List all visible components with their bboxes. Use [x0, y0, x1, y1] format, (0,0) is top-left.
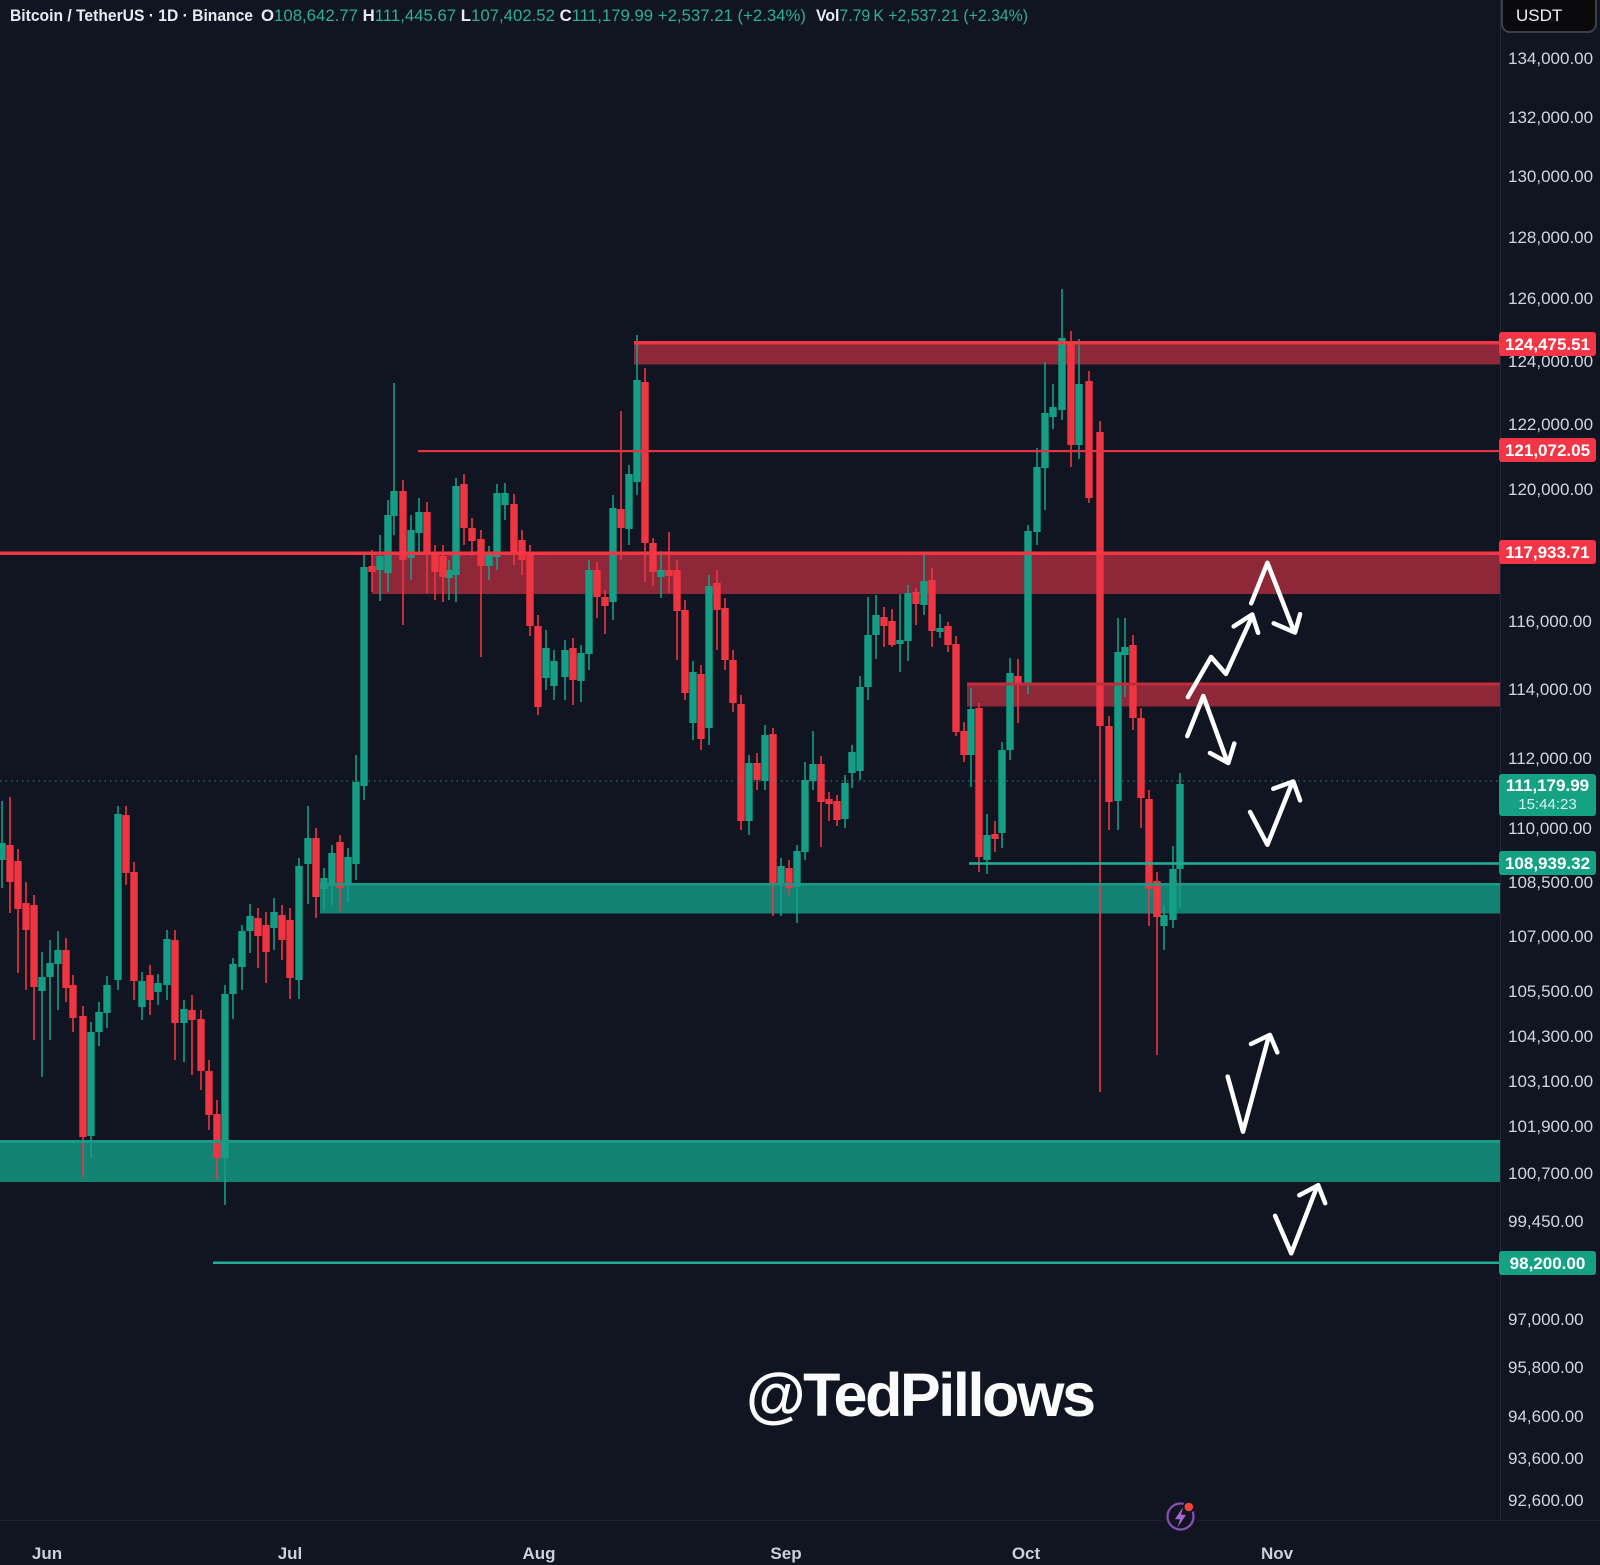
svg-text:Nov: Nov [1261, 1544, 1294, 1563]
svg-text:120,000.00: 120,000.00 [1508, 480, 1593, 499]
svg-text:108,939.32: 108,939.32 [1505, 854, 1590, 873]
svg-text:Oct: Oct [1012, 1544, 1041, 1563]
svg-text:103,100.00: 103,100.00 [1508, 1072, 1593, 1091]
svg-text:USDT: USDT [1516, 6, 1562, 25]
svg-text:@TedPillows: @TedPillows [746, 1361, 1096, 1429]
svg-text:Vol7.79 K +2,537.21 (+2.34%): Vol7.79 K +2,537.21 (+2.34%) [816, 6, 1028, 25]
svg-text:114,000.00: 114,000.00 [1508, 680, 1592, 699]
svg-text:108,500.00: 108,500.00 [1508, 873, 1593, 892]
svg-text:134,000.00: 134,000.00 [1508, 49, 1593, 68]
svg-text:101,900.00: 101,900.00 [1508, 1117, 1593, 1136]
svg-text:Jun: Jun [32, 1544, 62, 1563]
svg-text:O108,642.77 H111,445.67 L107: O108,642.77 H111,445.67 L107,402.52 C111… [261, 6, 806, 25]
svg-text:116,000.00: 116,000.00 [1508, 612, 1592, 631]
svg-text:93,600.00: 93,600.00 [1508, 1449, 1584, 1468]
svg-text:111,179.99: 111,179.99 [1506, 776, 1589, 795]
svg-text:112,000.00: 112,000.00 [1508, 749, 1592, 768]
svg-text:97,000.00: 97,000.00 [1508, 1310, 1584, 1329]
svg-text:121,072.05: 121,072.05 [1505, 441, 1590, 460]
svg-text:124,000.00: 124,000.00 [1508, 352, 1593, 371]
svg-text:132,000.00: 132,000.00 [1508, 108, 1593, 127]
svg-text:117,933.71: 117,933.71 [1505, 543, 1589, 562]
svg-text:104,300.00: 104,300.00 [1508, 1027, 1593, 1046]
svg-text:100,700.00: 100,700.00 [1508, 1164, 1593, 1183]
svg-text:99,450.00: 99,450.00 [1508, 1212, 1584, 1231]
svg-text:110,000.00: 110,000.00 [1508, 819, 1592, 838]
svg-text:Bitcoin / TetherUS · 1D · Bina: Bitcoin / TetherUS · 1D · Binance [10, 6, 253, 25]
svg-text:105,500.00: 105,500.00 [1508, 982, 1593, 1001]
svg-text:Sep: Sep [770, 1544, 801, 1563]
svg-text:95,800.00: 95,800.00 [1508, 1358, 1584, 1377]
svg-text:126,000.00: 126,000.00 [1508, 289, 1593, 308]
svg-text:Aug: Aug [522, 1544, 555, 1563]
svg-text:130,000.00: 130,000.00 [1508, 167, 1593, 186]
svg-text:107,000.00: 107,000.00 [1508, 927, 1593, 946]
svg-text:128,000.00: 128,000.00 [1508, 228, 1593, 247]
svg-text:92,600.00: 92,600.00 [1508, 1491, 1584, 1510]
svg-text:122,000.00: 122,000.00 [1508, 415, 1593, 434]
svg-text:98,200.00: 98,200.00 [1510, 1254, 1586, 1273]
svg-text:124,475.51: 124,475.51 [1505, 335, 1590, 354]
svg-text:15:44:23: 15:44:23 [1518, 796, 1576, 813]
svg-text:94,600.00: 94,600.00 [1508, 1407, 1584, 1426]
svg-text:Jul: Jul [278, 1544, 303, 1563]
